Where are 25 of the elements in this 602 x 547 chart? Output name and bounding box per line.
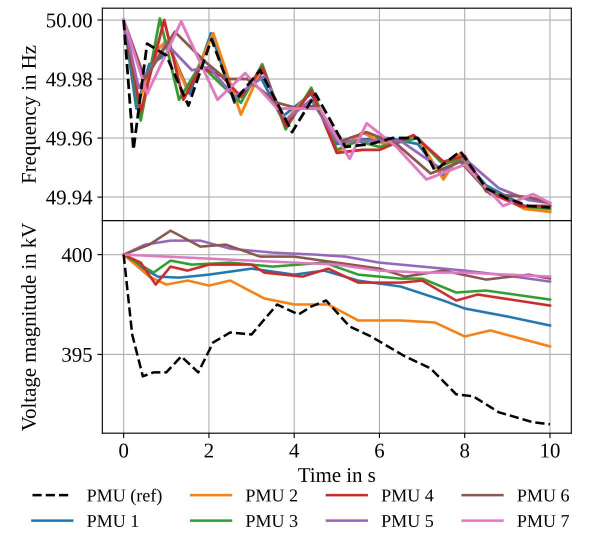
x-tick-label: 0 (119, 444, 128, 458)
legend-label: PMU (ref) (87, 488, 162, 506)
line-series (122, 253, 552, 426)
y-axis-title: Voltage magnitude in kV (21, 222, 40, 431)
x-tick-label: 4 (289, 444, 300, 458)
y-tick-label: 49.94 (46, 190, 92, 205)
x-axis-title: Time in s (298, 468, 376, 482)
legend-label: PMU 7 (517, 515, 570, 528)
y-axis-title: Frequency in Hz (22, 46, 40, 184)
legend-label: PMU 1 (87, 514, 138, 528)
legend-label: PMU 4 (382, 490, 434, 502)
x-tick-label: 2 (204, 444, 213, 458)
y-tick-label: 49.98 (46, 72, 92, 87)
legend-label: PMU 6 (517, 489, 569, 502)
legend-label: PMU 2 (246, 489, 298, 502)
y-tick-label: 395 (62, 348, 92, 362)
line-series (122, 253, 552, 278)
x-tick-label: 6 (375, 444, 384, 458)
x-tick-label: 8 (460, 444, 470, 458)
x-tick-label: 10 (541, 444, 560, 458)
legend-label: PMU 5 (382, 515, 434, 528)
y-tick-label: 400 (62, 248, 92, 262)
y-tick-label: 50.00 (46, 13, 92, 28)
y-tick-label: 49.96 (46, 132, 92, 146)
legend-label: PMU 3 (246, 514, 298, 528)
